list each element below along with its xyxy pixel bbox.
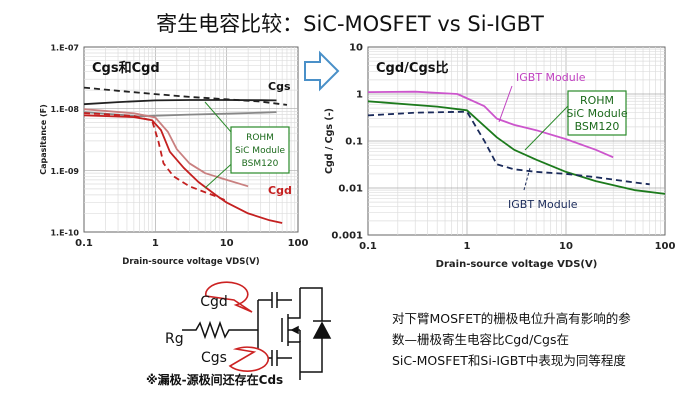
series-line-2	[367, 100, 666, 195]
annotation-line: ROHM	[246, 133, 274, 143]
series-line-5	[83, 112, 228, 202]
description-line: SiC-MOSFET和Si-IGBT中表现为同等程度	[392, 353, 626, 368]
y-tick-label: 1	[356, 90, 363, 101]
gridlines	[84, 47, 298, 232]
description-line: 对下臂MOSFET的栅极电位升高有影响的参	[392, 311, 631, 326]
annotation-pointer	[524, 103, 571, 151]
x-tick-label: 1	[464, 241, 471, 252]
rg-label: Rg	[165, 331, 184, 347]
series-label: IGBT Module	[508, 198, 578, 211]
series-label: IGBT Module	[516, 71, 586, 84]
label-pointer	[498, 85, 513, 123]
series-line-1	[83, 86, 288, 106]
annotation-box	[567, 90, 627, 136]
annotation-line: SiC Module	[566, 107, 627, 120]
chart-title: Cgd/Cgs比	[376, 60, 448, 76]
y-tick-label: 1.E-10	[50, 229, 79, 238]
x-axis-label: Drain-source voltage VDS(V)	[122, 257, 260, 267]
gate-resistor	[182, 320, 258, 340]
y-tick-label: 1.E-07	[50, 44, 79, 53]
description-text: 对下臂MOSFET的栅极电位升高有影响的参 数—栅极寄生电容比Cgd/Cgs在 …	[392, 308, 692, 371]
x-tick-label: 0.1	[359, 241, 377, 252]
y-tick-label: 0.1	[345, 137, 363, 148]
body-diode	[312, 321, 332, 339]
mosfet-arrow	[290, 325, 299, 335]
y-tick-label: 1.E-09	[50, 167, 79, 176]
x-tick-label: 10	[559, 241, 573, 252]
annotation-line: ROHM	[580, 94, 614, 107]
series-label: Cgd	[268, 184, 292, 197]
cgs-bubble	[228, 346, 270, 372]
y-tick-label: 0.001	[331, 231, 363, 242]
annotation-line: BSM120	[242, 159, 279, 169]
page-title: 寄生电容比较：SiC-MOSFET vs Si-IGBT	[156, 12, 544, 36]
arrow-icon	[304, 50, 340, 92]
x-tick-label: 1	[152, 238, 159, 249]
capacitor-bubbles: Cgd Cgs	[200, 281, 270, 372]
x-tick-label: 100	[655, 241, 676, 252]
x-tick-label: 0.1	[75, 238, 93, 249]
description-line: 数—栅极寄生电容比Cgd/Cgs在	[392, 332, 569, 347]
series-line-3	[367, 110, 650, 186]
x-tick-label: 100	[288, 238, 309, 249]
y-tick-label: 0.01	[338, 184, 363, 195]
series-line-6	[83, 108, 249, 188]
y-tick-label: 10	[349, 43, 363, 54]
chart-2: 0.1 1 10 100 0.001 0.01 0.1 1 10 Drain-source vol…	[324, 43, 675, 271]
cgs-label: Cgs	[201, 350, 227, 366]
series-line-3	[83, 111, 277, 118]
series-line-1	[367, 90, 614, 159]
y-tick-label: 1.E-08	[50, 105, 79, 114]
label-pointer	[523, 167, 531, 191]
x-axis-label: Drain-source voltage VDS(V)	[436, 259, 598, 270]
chart-1: 0.1 1 10 100 1.E-10 1.E-09 1.E-08 1.E-07 Drain-s…	[39, 44, 308, 268]
annotation-line: SiC Module	[235, 146, 286, 156]
cgd-label: Cgd	[200, 294, 228, 310]
x-tick-label: 10	[220, 238, 234, 249]
y-axis-label: Capasitance (F)	[39, 104, 48, 175]
annotation-box	[230, 126, 290, 174]
gridlines	[368, 47, 665, 235]
series-label: Cgs	[268, 80, 291, 93]
annotation-line: BSM120	[575, 120, 620, 133]
chart-title: Cgs和Cgd	[92, 60, 160, 76]
y-axis-label: Cgd / Cgs (-)	[324, 108, 335, 174]
series-line-2	[83, 99, 277, 106]
cds-note: ※漏极-源极间还存在Cds	[146, 373, 284, 387]
cgd-bubble	[204, 281, 253, 313]
